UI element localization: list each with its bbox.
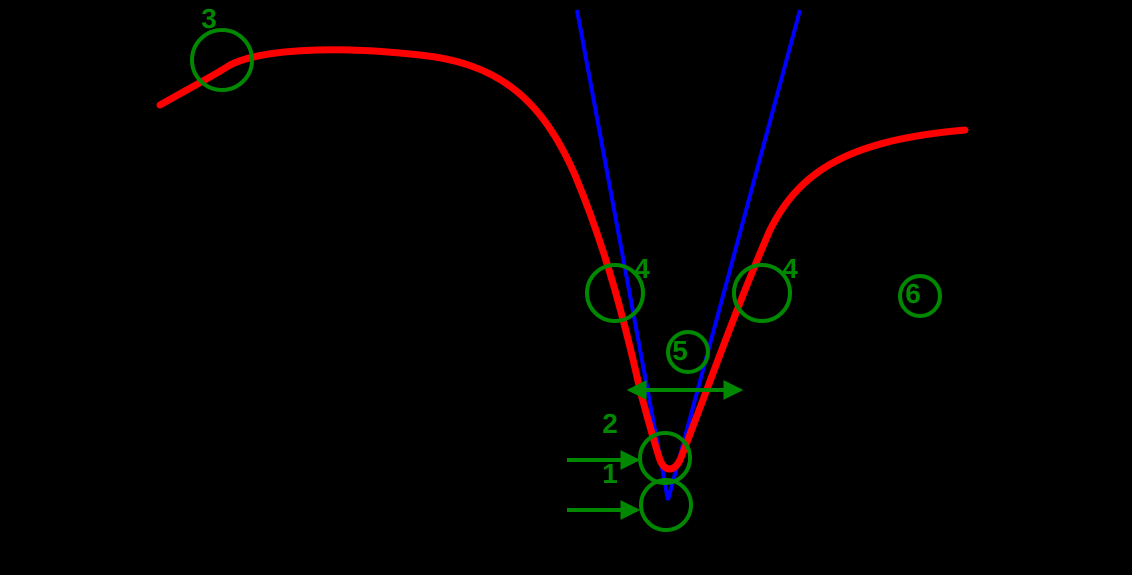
annotation-label: 6 xyxy=(905,278,921,309)
annotation-label: 5 xyxy=(672,335,688,366)
background xyxy=(0,0,1132,575)
annotation-label: 4 xyxy=(634,253,650,284)
annotation-label: 2 xyxy=(602,408,618,439)
annotation-label: 4 xyxy=(782,253,798,284)
annotation-label: 1 xyxy=(602,458,618,489)
annotation-label: 3 xyxy=(201,3,217,34)
